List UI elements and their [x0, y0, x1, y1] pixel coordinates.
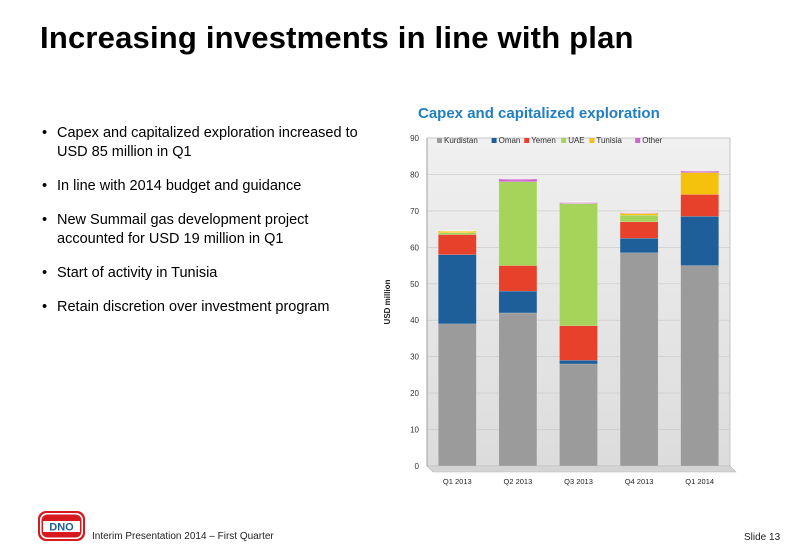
y-tick-label: 50 — [410, 280, 419, 289]
bar-segment — [438, 254, 477, 325]
y-tick-label: 20 — [410, 389, 419, 398]
legend-label: Oman — [499, 136, 521, 145]
bar-segment — [498, 178, 538, 182]
bar-segment — [619, 221, 659, 239]
legend-label: Kurdistan — [444, 136, 478, 145]
bullet-item: Start of activity in Tunisia — [38, 264, 358, 283]
x-tick-label: Q1 2014 — [685, 477, 714, 486]
x-tick-label: Q2 2013 — [504, 477, 533, 486]
legend-label: Yemen — [531, 136, 556, 145]
legend-swatch — [561, 138, 567, 143]
bar-segment — [680, 172, 719, 195]
logo-text: DNO — [49, 522, 74, 534]
bar-segment — [498, 312, 538, 467]
bar-segment — [680, 265, 719, 467]
y-axis-title: USD million — [383, 279, 392, 324]
bullet-item: In line with 2014 budget and guidance — [38, 177, 358, 196]
legend-swatch — [589, 138, 595, 143]
y-tick-label: 80 — [410, 170, 419, 179]
y-tick-label: 90 — [410, 134, 419, 143]
x-tick-label: Q3 2013 — [564, 477, 593, 486]
x-tick-label: Q4 2013 — [625, 477, 654, 486]
bar-top-cap — [438, 229, 477, 233]
legend-swatch — [524, 138, 530, 143]
bar-segment — [438, 232, 477, 235]
bullet-item: Retain discretion over investment progra… — [38, 298, 358, 317]
chart-floor — [426, 465, 737, 473]
bar-segment — [498, 181, 538, 266]
y-tick-label: 60 — [410, 243, 419, 252]
bar-segment — [438, 230, 477, 233]
bar-segment — [559, 325, 598, 361]
bar-top-cap — [498, 177, 537, 181]
legend-label: Other — [642, 136, 662, 145]
y-tick-label: 30 — [410, 353, 419, 362]
bar-top-cap — [680, 169, 719, 173]
legend-swatch — [635, 138, 641, 143]
capex-stacked-bar-chart: 0 10 20 30 40 50 60 70 80 90 USD million Kurdistan O… — [383, 134, 737, 486]
bar-top-cap — [559, 201, 598, 205]
bar-segment — [438, 323, 477, 467]
bar-segment — [680, 170, 719, 173]
legend-swatch — [491, 138, 497, 143]
slide-number: Slide 13 — [744, 532, 781, 543]
y-tick-label: 0 — [415, 462, 420, 471]
slide-title: Increasing investments in line with plan — [40, 20, 634, 55]
bar-segment — [498, 265, 538, 292]
bar-segment — [498, 290, 538, 314]
legend-label: Tunisia — [596, 136, 622, 145]
footer-text: Interim Presentation 2014 – First Quarte… — [92, 531, 274, 542]
y-tick-label: 10 — [410, 426, 419, 435]
bar-segment — [680, 194, 719, 217]
legend-label: UAE — [568, 136, 584, 145]
y-tick-label: 40 — [410, 316, 419, 325]
bar-segment — [559, 203, 598, 326]
bar-segment — [619, 215, 659, 223]
bullet-item: New Summail gas development project acco… — [38, 211, 358, 249]
bar-segment — [559, 202, 598, 204]
bullet-item: Capex and capitalized exploration increa… — [38, 124, 358, 162]
bar-segment — [619, 238, 659, 253]
legend-swatch — [437, 138, 442, 143]
bar-segment — [619, 212, 659, 214]
bar-segment — [619, 252, 659, 467]
chart-title: Capex and capitalized exploration — [418, 105, 660, 122]
bar-segment — [559, 363, 598, 467]
bar-top-cap — [620, 211, 659, 215]
x-tick-label: Q1 2013 — [443, 477, 472, 486]
dno-logo: DNO — [38, 511, 85, 541]
bullet-list: Capex and capitalized exploration increa… — [38, 124, 358, 332]
bar-segment — [438, 234, 477, 255]
y-tick-label: 70 — [410, 207, 419, 216]
bar-segment — [680, 216, 719, 266]
bar-segment — [559, 360, 598, 365]
